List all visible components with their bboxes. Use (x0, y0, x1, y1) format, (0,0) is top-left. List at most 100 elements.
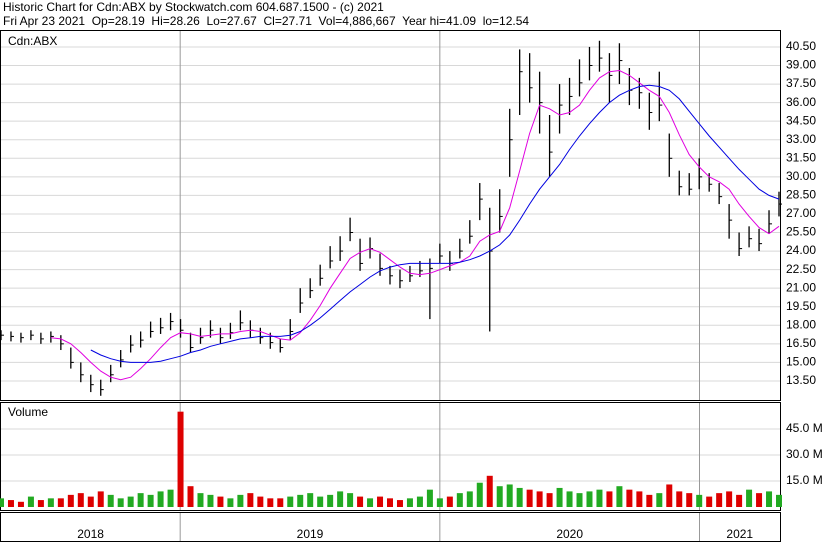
volume-bar (137, 493, 144, 507)
volume-bar (387, 498, 393, 507)
volume-bar (576, 493, 583, 507)
volume-bar (776, 494, 782, 507)
y-tick-label: 15.0 M (786, 473, 823, 487)
y-tick-label: 22.50 (786, 262, 816, 276)
volume-panel (0, 402, 781, 511)
volume-bar (696, 494, 703, 507)
volume-bar (716, 493, 723, 507)
panel-label: Volume (8, 405, 48, 419)
x-tick-label: 2019 (297, 527, 324, 541)
volume-bar (476, 482, 483, 507)
header-line: Fri Apr 23 2021 Op=28.19 Hi=28.26 Lo=27.… (3, 14, 529, 28)
volume-bar (646, 494, 653, 507)
y-tick-label: 39.00 (786, 58, 816, 72)
volume-bar (237, 494, 244, 507)
volume-bar (227, 498, 234, 507)
y-tick-label: 27.00 (786, 206, 816, 220)
volume-bar (496, 486, 503, 507)
volume-bar (746, 489, 753, 507)
volume-bar (506, 484, 513, 507)
volume-bar (77, 493, 84, 507)
volume-bar (267, 498, 274, 507)
volume-bar (636, 491, 643, 507)
y-tick-label: 21.00 (786, 280, 816, 294)
volume-bar (297, 494, 304, 507)
volume-bar (686, 493, 693, 507)
volume-bar (97, 491, 104, 507)
volume-bar (257, 496, 264, 507)
volume-bar (367, 498, 374, 507)
volume-bar (67, 494, 74, 507)
volume-bar (347, 493, 354, 507)
volume-bar (676, 491, 683, 507)
volume-bar (526, 489, 533, 507)
volume-bar (337, 491, 344, 507)
volume-bar (177, 411, 184, 507)
volume-bar (47, 498, 54, 507)
y-tick-label: 36.00 (786, 95, 816, 109)
volume-bar (516, 487, 523, 507)
x-tick-label: 2021 (726, 527, 753, 541)
volume-bar (107, 494, 114, 507)
y-tick-label: 33.00 (786, 132, 816, 146)
volume-bar (416, 496, 423, 507)
y-tick-label: 19.50 (786, 299, 816, 313)
y-tick-label: 45.0 M (786, 421, 823, 435)
moving-average (50, 69, 780, 381)
y-tick-label: 30.00 (786, 169, 816, 183)
volume-bar (17, 501, 24, 507)
volume-bar (127, 496, 134, 507)
x-tick-label: 2020 (556, 527, 583, 541)
volume-bar (57, 498, 64, 507)
volume-bar (117, 498, 124, 507)
volume-bar (536, 491, 543, 507)
y-tick-label: 28.50 (786, 188, 816, 202)
volume-bar (596, 489, 603, 507)
volume-bar (606, 491, 613, 507)
volume-bar (37, 500, 44, 507)
time-axis-panel (0, 512, 781, 542)
volume-bar (377, 496, 384, 507)
header-line: Historic Chart for Cdn:ABX by Stockwatch… (3, 0, 384, 14)
volume-bar (147, 494, 154, 507)
volume-bar (446, 496, 453, 507)
volume-bar (436, 498, 443, 507)
volume-bar (157, 491, 164, 507)
volume-bar (566, 491, 573, 507)
volume-bar (466, 491, 473, 507)
volume-bar (247, 493, 254, 507)
y-tick-label: 34.50 (786, 113, 816, 127)
volume-bar (207, 494, 214, 507)
volume-bar (307, 493, 314, 507)
volume-bar (287, 496, 294, 507)
volume-bar (486, 475, 493, 507)
y-tick-label: 13.50 (786, 373, 816, 387)
x-tick-label: 2018 (77, 527, 104, 541)
moving-average (90, 84, 780, 363)
y-tick-label: 15.00 (786, 355, 816, 369)
volume-bar (187, 486, 194, 507)
volume-bar (357, 496, 364, 507)
volume-bar (586, 491, 593, 507)
volume-bar (766, 491, 773, 507)
volume-bar (406, 498, 413, 507)
volume-bar (87, 496, 94, 507)
volume-bar (327, 494, 334, 507)
volume-bar (556, 487, 563, 507)
y-tick-label: 37.50 (786, 76, 816, 90)
volume-bar (7, 500, 14, 507)
y-tick-label: 16.50 (786, 336, 816, 350)
volume-bar (0, 498, 4, 507)
price-panel (0, 30, 781, 401)
volume-bar (666, 484, 673, 507)
volume-bar (736, 494, 743, 507)
y-tick-label: 40.50 (786, 39, 816, 53)
volume-bar (167, 489, 174, 507)
volume-bar (726, 491, 733, 507)
volume-bar (396, 500, 403, 507)
y-tick-label: 25.50 (786, 225, 816, 239)
panel-label: Cdn:ABX (8, 34, 57, 48)
